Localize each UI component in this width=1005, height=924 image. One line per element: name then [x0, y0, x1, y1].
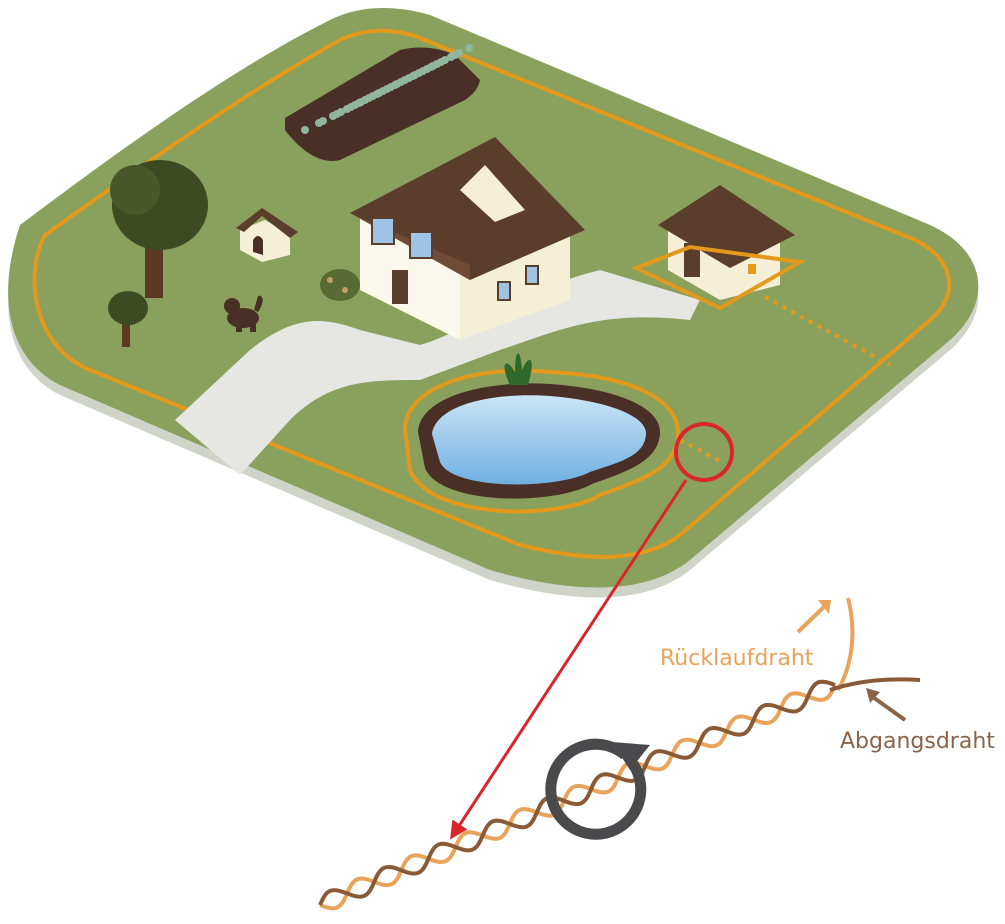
dog [224, 295, 263, 332]
house-window [525, 265, 539, 285]
rotation-arrow-icon [545, 738, 650, 840]
bush [320, 269, 360, 301]
vegetable-bed [285, 44, 480, 161]
twisted-wire-pair [318, 597, 921, 911]
vegetable-plant [411, 71, 419, 79]
big-tree [110, 160, 208, 298]
guide-wire-dotted-2 [679, 438, 723, 464]
return-wire-arrow-icon [796, 601, 830, 634]
garage-wire [630, 244, 807, 311]
vegetable-plant [429, 62, 437, 70]
garage-door [684, 243, 700, 277]
doghouse [236, 208, 298, 262]
house-window [371, 217, 395, 245]
zoom-arrow [450, 479, 688, 840]
garage-window [748, 264, 756, 274]
vegetable-plant [465, 44, 473, 52]
house-window [409, 231, 433, 259]
guide-wire-dotted [764, 295, 891, 367]
vegetable-plant [343, 105, 351, 113]
garage [630, 185, 807, 311]
vegetable-plant [301, 126, 309, 134]
return-wire-label: Rücklaufdraht [660, 646, 814, 671]
main-house [350, 137, 585, 340]
outgoing-wire-arrow-icon [868, 693, 907, 722]
vegetable-plant [315, 119, 323, 127]
outgoing-wire-label: Abgangsdraht [840, 729, 995, 754]
pond [402, 353, 681, 514]
vegetable-plant [447, 53, 455, 61]
magnifier-circle-icon [674, 422, 734, 482]
vegetable-plant [357, 98, 365, 106]
house-door [392, 270, 408, 304]
small-tree [108, 291, 148, 347]
return-wire-end [836, 597, 855, 691]
vegetable-plant [393, 80, 401, 88]
house-window [497, 281, 511, 301]
vegetable-plant [375, 89, 383, 97]
vegetable-plant [329, 112, 337, 120]
garden-path [175, 270, 700, 475]
boundary-wire [32, 28, 952, 559]
outgoing-wire-end [829, 677, 921, 692]
